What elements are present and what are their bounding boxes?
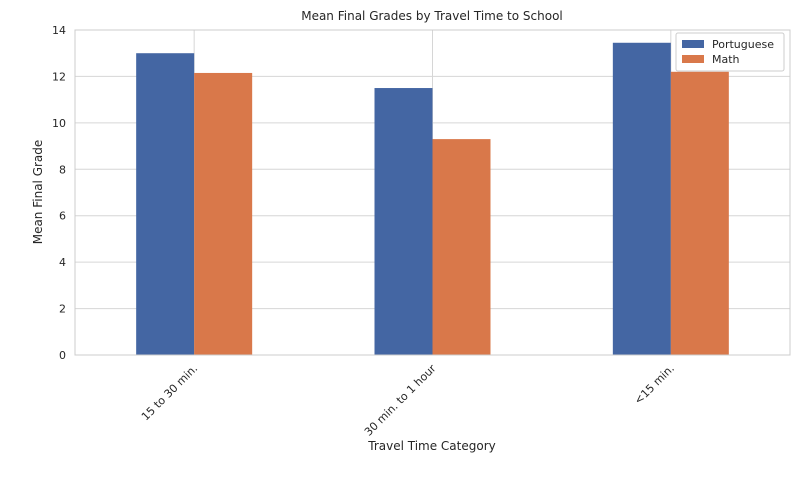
x-tick-labels: 15 to 30 min. 30 min. to 1 hour <15 min. (139, 362, 677, 439)
x-axis-label: Travel Time Category (367, 439, 495, 453)
bar-math (194, 72, 253, 356)
x-tick-label: 30 min. to 1 hour (362, 362, 439, 439)
bars (136, 42, 729, 356)
legend-label: Portuguese (712, 38, 774, 51)
y-tick-labels: 0 2 4 6 8 10 12 14 (52, 24, 66, 362)
x-tick-label: 15 to 30 min. (139, 362, 200, 423)
y-tick-label: 12 (52, 70, 66, 83)
y-tick-label: 10 (52, 117, 66, 130)
legend: Portuguese Math (675, 32, 785, 72)
y-tick-label: 14 (52, 24, 66, 37)
bar-portuguese (136, 53, 195, 355)
x-tick-label: <15 min. (632, 362, 677, 407)
chart-title: Mean Final Grades by Travel Time to Scho… (301, 9, 563, 23)
legend-swatch (682, 40, 704, 48)
y-tick-label: 4 (59, 256, 66, 269)
bar-math (670, 71, 729, 356)
bar-math (432, 139, 491, 355)
y-tick-label: 6 (59, 210, 66, 223)
y-tick-label: 2 (59, 303, 66, 316)
bar-portuguese (374, 88, 433, 356)
plot-frame (74, 29, 791, 356)
legend-label: Math (712, 53, 740, 66)
y-tick-label: 0 (59, 349, 66, 362)
bar-portuguese (612, 42, 671, 356)
y-axis-label: Mean Final Grade (31, 140, 45, 245)
legend-swatch (682, 55, 704, 63)
y-tick-label: 8 (59, 163, 66, 176)
